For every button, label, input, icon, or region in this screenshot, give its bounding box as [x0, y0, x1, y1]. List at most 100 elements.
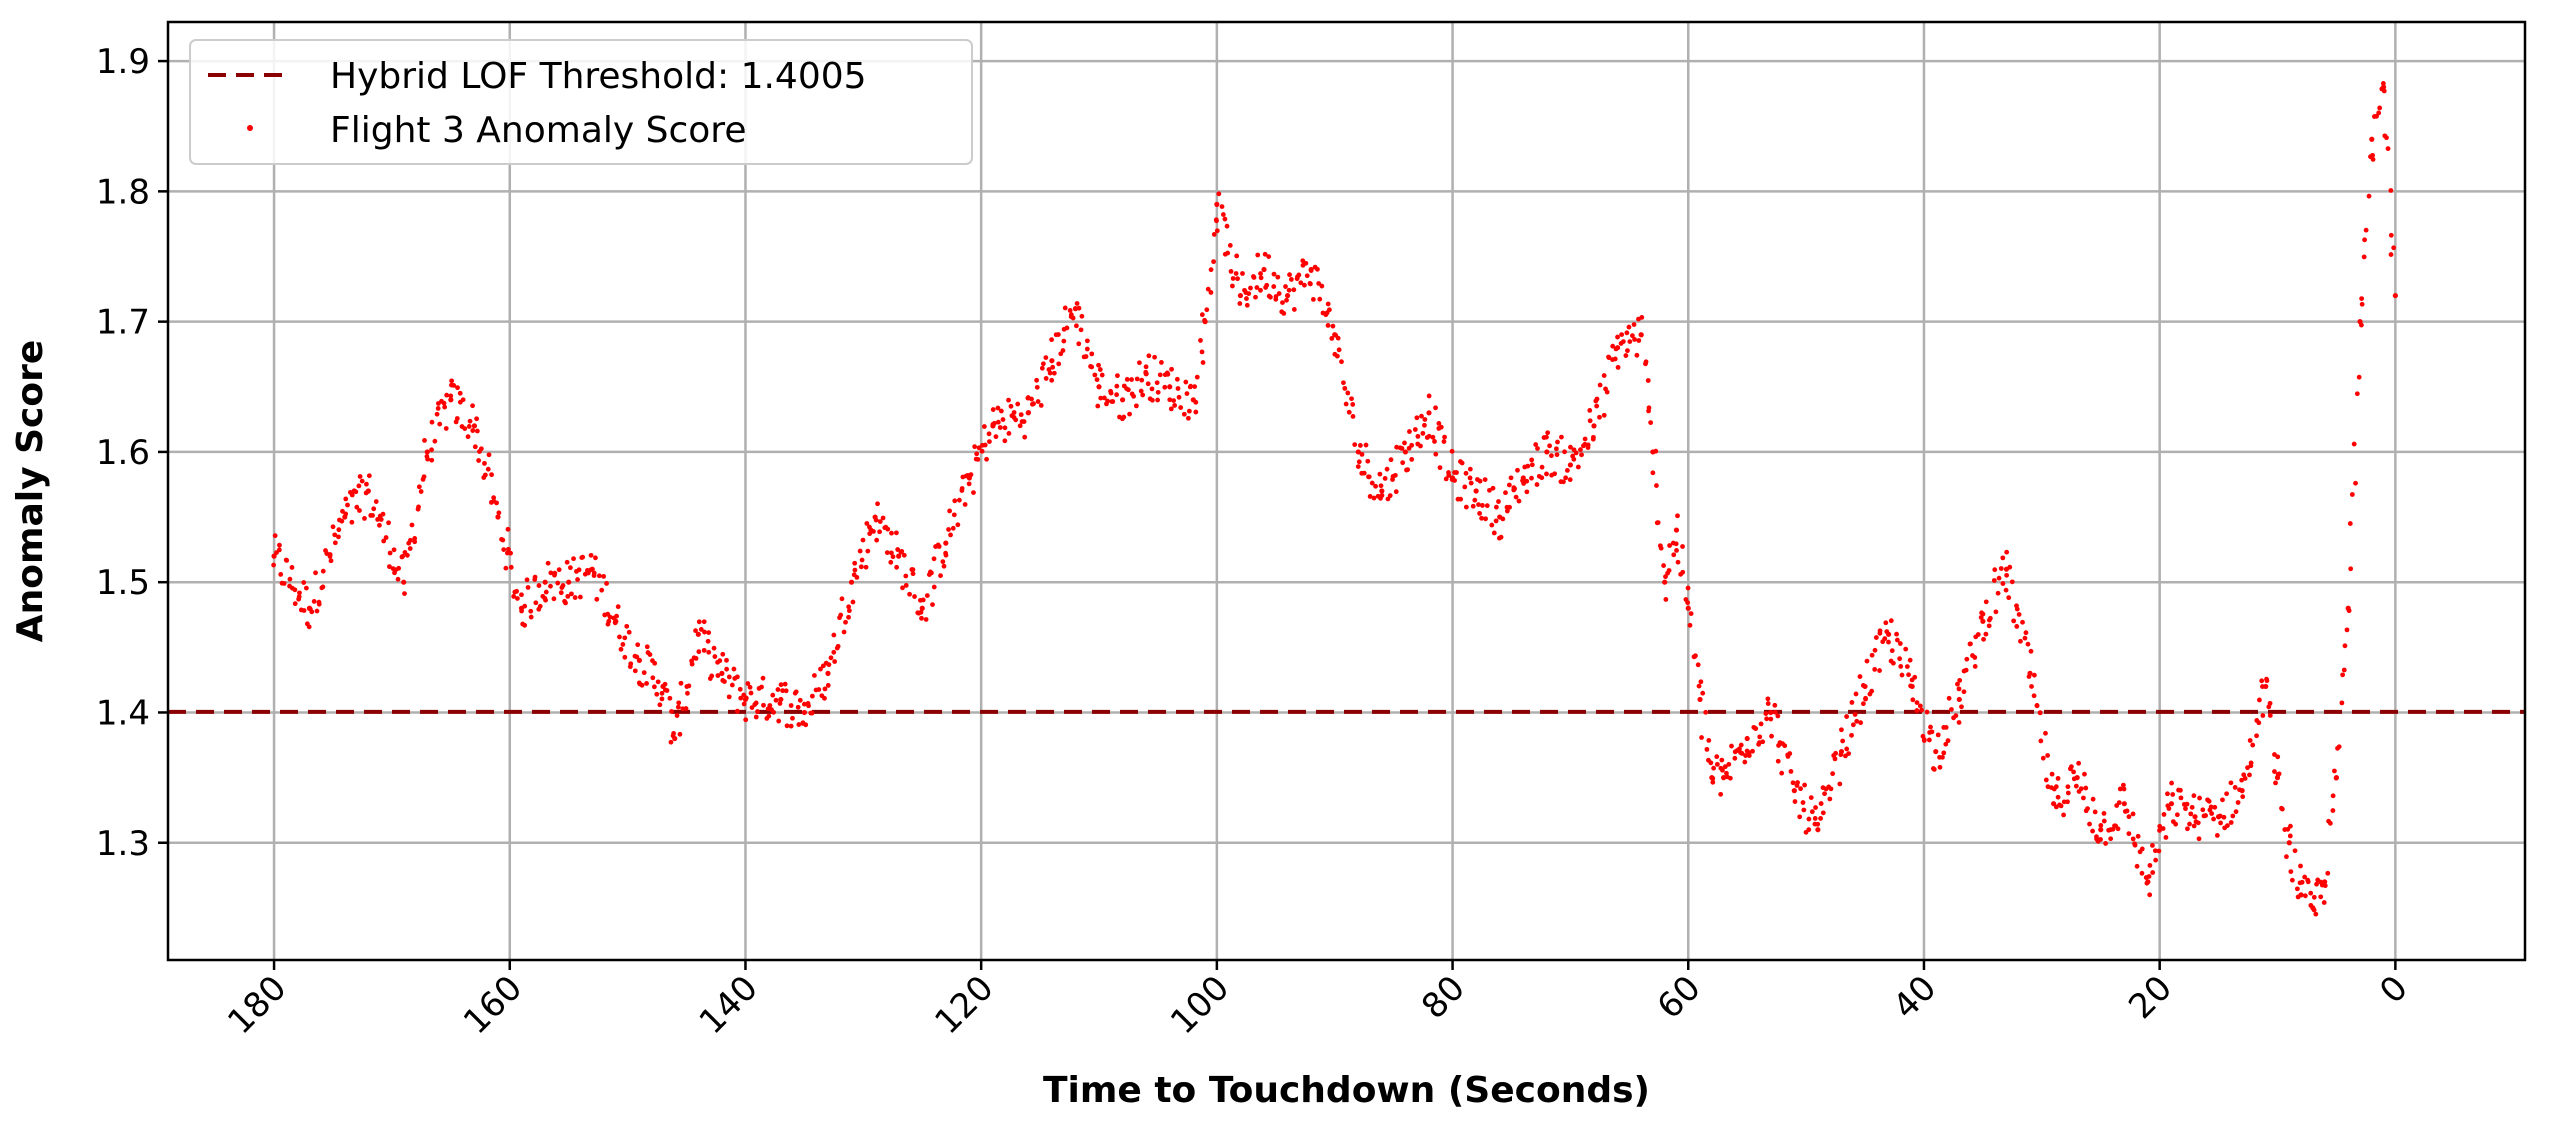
x-axis-ticks: 180 160 140 120 100 80 60 40 20 0 — [220, 960, 2416, 1042]
data-point — [281, 581, 287, 586]
data-point — [698, 627, 704, 632]
data-point — [1539, 464, 1545, 470]
data-point — [797, 697, 803, 703]
data-point — [778, 696, 784, 703]
data-point — [659, 696, 665, 702]
data-point — [1801, 807, 1807, 813]
data-point — [1941, 750, 1947, 756]
data-point — [1872, 666, 1878, 672]
data-point — [1208, 267, 1214, 273]
data-point — [1806, 827, 1812, 833]
x-tick-label: 180 — [220, 968, 294, 1042]
data-point — [1291, 287, 1297, 293]
data-point — [888, 559, 894, 565]
data-point — [1149, 397, 1155, 403]
data-point — [429, 447, 434, 453]
data-point — [742, 696, 749, 703]
data-point — [1512, 486, 1518, 492]
data-point — [941, 563, 947, 569]
data-point — [1832, 756, 1838, 762]
data-point — [437, 421, 443, 427]
data-point — [2299, 879, 2305, 885]
data-point — [2038, 738, 2044, 744]
data-point — [1443, 476, 1449, 482]
data-point — [2313, 911, 2319, 917]
data-point — [1758, 721, 1764, 727]
data-point — [1336, 347, 1342, 353]
data-point — [476, 458, 482, 463]
data-point — [2004, 572, 2010, 578]
data-point — [1520, 475, 1526, 481]
data-point — [647, 652, 653, 657]
data-point — [1244, 296, 1249, 301]
data-point — [301, 580, 307, 585]
data-point — [962, 502, 968, 507]
data-point — [1458, 496, 1464, 502]
data-point — [1193, 409, 1199, 415]
data-point — [1655, 520, 1661, 526]
data-point — [896, 553, 902, 559]
data-point — [2174, 812, 2180, 818]
data-point — [1909, 683, 1915, 690]
data-point — [1929, 729, 1935, 735]
data-point — [2221, 814, 2227, 820]
data-point — [702, 629, 707, 635]
data-point — [551, 596, 557, 602]
data-point — [1561, 479, 1566, 485]
data-point — [858, 564, 864, 570]
data-point — [1624, 330, 1630, 336]
data-point — [1808, 795, 1814, 801]
data-point — [1714, 761, 1720, 767]
data-point — [1134, 376, 1140, 382]
data-point — [1200, 360, 1206, 365]
data-point — [753, 714, 759, 720]
data-point — [822, 695, 827, 701]
data-point — [2336, 744, 2342, 750]
data-point — [1554, 446, 1559, 452]
y-axis-title: Anomaly Score — [10, 340, 51, 643]
data-point — [2344, 627, 2350, 633]
data-point — [2083, 785, 2089, 791]
data-point — [1708, 760, 1714, 766]
data-point — [1399, 446, 1405, 451]
data-point — [809, 693, 815, 699]
data-point — [1062, 305, 1068, 311]
data-point — [2073, 783, 2079, 789]
data-point — [903, 583, 909, 588]
data-point — [1334, 353, 1340, 359]
data-point — [271, 562, 277, 568]
data-point — [1806, 816, 1812, 822]
data-point — [1838, 748, 1845, 755]
data-point — [1237, 301, 1243, 306]
data-point — [1630, 333, 1635, 339]
data-point — [1310, 296, 1316, 302]
data-point — [1516, 498, 1522, 504]
data-point — [1943, 725, 1949, 730]
data-point — [865, 548, 871, 554]
data-point — [567, 565, 573, 571]
data-point — [2040, 755, 2046, 761]
data-point — [871, 529, 876, 534]
data-point — [1890, 660, 1896, 666]
data-point — [1840, 738, 1846, 744]
data-point — [1083, 354, 1089, 359]
data-point — [1877, 668, 1882, 673]
data-point — [919, 615, 924, 621]
data-point — [518, 605, 525, 611]
data-point — [2200, 807, 2206, 813]
data-point — [1504, 508, 1510, 514]
data-point — [1680, 569, 1686, 575]
data-point — [418, 489, 424, 494]
data-point — [1582, 436, 1588, 442]
data-point — [1325, 323, 1331, 328]
data-point — [726, 674, 732, 680]
data-point — [1964, 656, 1970, 662]
data-point — [885, 526, 891, 532]
data-point — [1352, 442, 1358, 448]
data-point — [1872, 647, 1878, 653]
data-point — [2165, 791, 2170, 797]
data-point — [880, 515, 886, 521]
data-point — [287, 576, 293, 582]
data-point — [2287, 833, 2293, 839]
data-point — [1140, 392, 1146, 398]
